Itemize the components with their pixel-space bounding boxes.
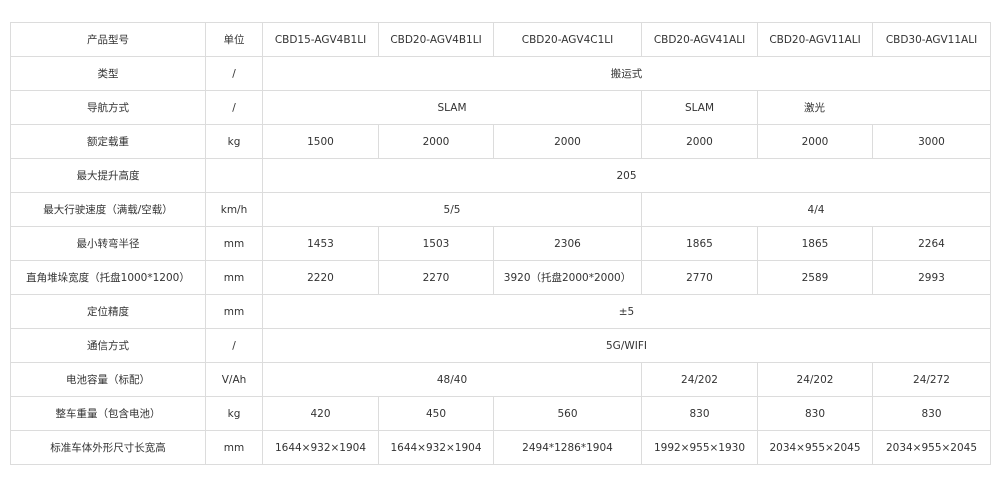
row-label: 定位精度	[10, 294, 206, 329]
row-label: 标准车体外形尺寸长宽高	[10, 430, 206, 465]
unit-cell: mm	[205, 430, 263, 465]
value-cell: SLAM	[641, 90, 758, 125]
spec-row: 导航方式 / SLAM SLAM 激光	[10, 90, 991, 125]
value-cell: 2494*1286*1904	[493, 430, 642, 465]
spec-row: 类型 / 搬运式	[10, 56, 991, 91]
value-cell: 2000	[757, 124, 873, 159]
header-cell: CBD20-AGV11ALI	[757, 22, 873, 57]
value-cell: 450	[378, 396, 494, 431]
value-cell: 5G/WIFI	[262, 328, 991, 363]
row-label: 通信方式	[10, 328, 206, 363]
header-cell: 单位	[205, 22, 263, 57]
header-cell: CBD20-AGV4C1LI	[493, 22, 642, 57]
value-cell: 1453	[262, 226, 379, 261]
value-cell: 2770	[641, 260, 758, 295]
spec-row: 整车重量（包含电池） kg 420 450 560 830 830 830	[10, 396, 991, 431]
unit-cell: /	[205, 328, 263, 363]
spec-row: 电池容量（标配） V/Ah 48/40 24/202 24/202 24/272	[10, 362, 991, 397]
value-cell: 3920（托盘2000*2000）	[493, 260, 642, 295]
value-cell: 5/5	[262, 192, 642, 227]
spec-row: 额定载重 kg 1500 2000 2000 2000 2000 3000	[10, 124, 991, 159]
value-cell: 4/4	[641, 192, 991, 227]
value-cell: 1992×955×1930	[641, 430, 758, 465]
value-cell: 2034×955×2045	[872, 430, 991, 465]
value-cell: 1500	[262, 124, 379, 159]
spec-row: 直角堆垛宽度（托盘1000*1200） mm 2220 2270 3920（托盘2000…	[10, 260, 991, 295]
value-cell: 1644×932×1904	[378, 430, 494, 465]
spec-row: 通信方式/5G/WIFI	[10, 328, 991, 363]
spec-row: 最小转弯半径 mm 1453 1503 2306 1865 1865 2264	[10, 226, 991, 261]
value-cell: 2589	[757, 260, 873, 295]
value-cell: 3000	[872, 124, 991, 159]
header-cell: CBD30-AGV11ALI	[872, 22, 991, 57]
row-label: 最大提升高度	[10, 158, 206, 193]
row-label: 最大行驶速度（满载/空载）	[10, 192, 206, 227]
unit-cell: V/Ah	[205, 362, 263, 397]
value-cell: 2000	[378, 124, 494, 159]
unit-cell: mm	[205, 226, 263, 261]
value-cell: 24/202	[641, 362, 758, 397]
value-cell: 1503	[378, 226, 494, 261]
header-cell: CBD20-AGV41ALI	[641, 22, 758, 57]
header-cell: CBD15-AGV4B1LI	[262, 22, 379, 57]
value-cell: 2306	[493, 226, 642, 261]
value-cell: 搬运式	[262, 56, 991, 91]
spec-row: 最大提升高度 205	[10, 158, 991, 193]
unit-cell: kg	[205, 124, 263, 159]
value-cell: 830	[641, 396, 758, 431]
unit-cell	[205, 158, 263, 193]
value-cell: 2000	[641, 124, 758, 159]
header-cell: CBD20-AGV4B1LI	[378, 22, 494, 57]
unit-cell: /	[205, 90, 263, 125]
unit-cell: /	[205, 56, 263, 91]
value-cell: 激光	[757, 90, 991, 125]
value-cell: 24/272	[872, 362, 991, 397]
spec-row: 最大行驶速度（满载/空载） km/h 5/5 4/4	[10, 192, 991, 227]
value-cell: 2993	[872, 260, 991, 295]
row-label: 最小转弯半径	[10, 226, 206, 261]
row-label: 电池容量（标配）	[10, 362, 206, 397]
unit-cell: kg	[205, 396, 263, 431]
value-cell: 1644×932×1904	[262, 430, 379, 465]
value-cell: 420	[262, 396, 379, 431]
unit-cell: mm	[205, 260, 263, 295]
unit-cell: mm	[205, 294, 263, 329]
value-cell: 560	[493, 396, 642, 431]
value-cell: SLAM	[262, 90, 642, 125]
value-cell: 830	[757, 396, 873, 431]
value-cell: 2034×955×2045	[757, 430, 873, 465]
value-cell: 205	[262, 158, 991, 193]
spec-row: 标准车体外形尺寸长宽高 mm 1644×932×1904 1644×932×1904 2…	[10, 430, 991, 465]
spec-table: 产品型号 单位 CBD15-AGV4B1LI CBD20-AGV4B1LI CBD20-…	[10, 22, 991, 465]
value-cell: 1865	[641, 226, 758, 261]
value-cell: 1865	[757, 226, 873, 261]
value-cell: 2264	[872, 226, 991, 261]
value-cell: 2220	[262, 260, 379, 295]
value-cell: 24/202	[757, 362, 873, 397]
value-cell: 2270	[378, 260, 494, 295]
value-cell: 48/40	[262, 362, 642, 397]
header-cell: 产品型号	[10, 22, 206, 57]
header-row: 产品型号 单位 CBD15-AGV4B1LI CBD20-AGV4B1LI CBD20-…	[10, 22, 991, 57]
row-label: 导航方式	[10, 90, 206, 125]
value-cell: ±5	[262, 294, 991, 329]
row-label: 直角堆垛宽度（托盘1000*1200）	[10, 260, 206, 295]
row-label: 额定载重	[10, 124, 206, 159]
row-label: 类型	[10, 56, 206, 91]
spec-row: 定位精度 mm ±5	[10, 294, 991, 329]
value-cell: 830	[872, 396, 991, 431]
row-label: 整车重量（包含电池）	[10, 396, 206, 431]
unit-cell: km/h	[205, 192, 263, 227]
value-cell: 2000	[493, 124, 642, 159]
